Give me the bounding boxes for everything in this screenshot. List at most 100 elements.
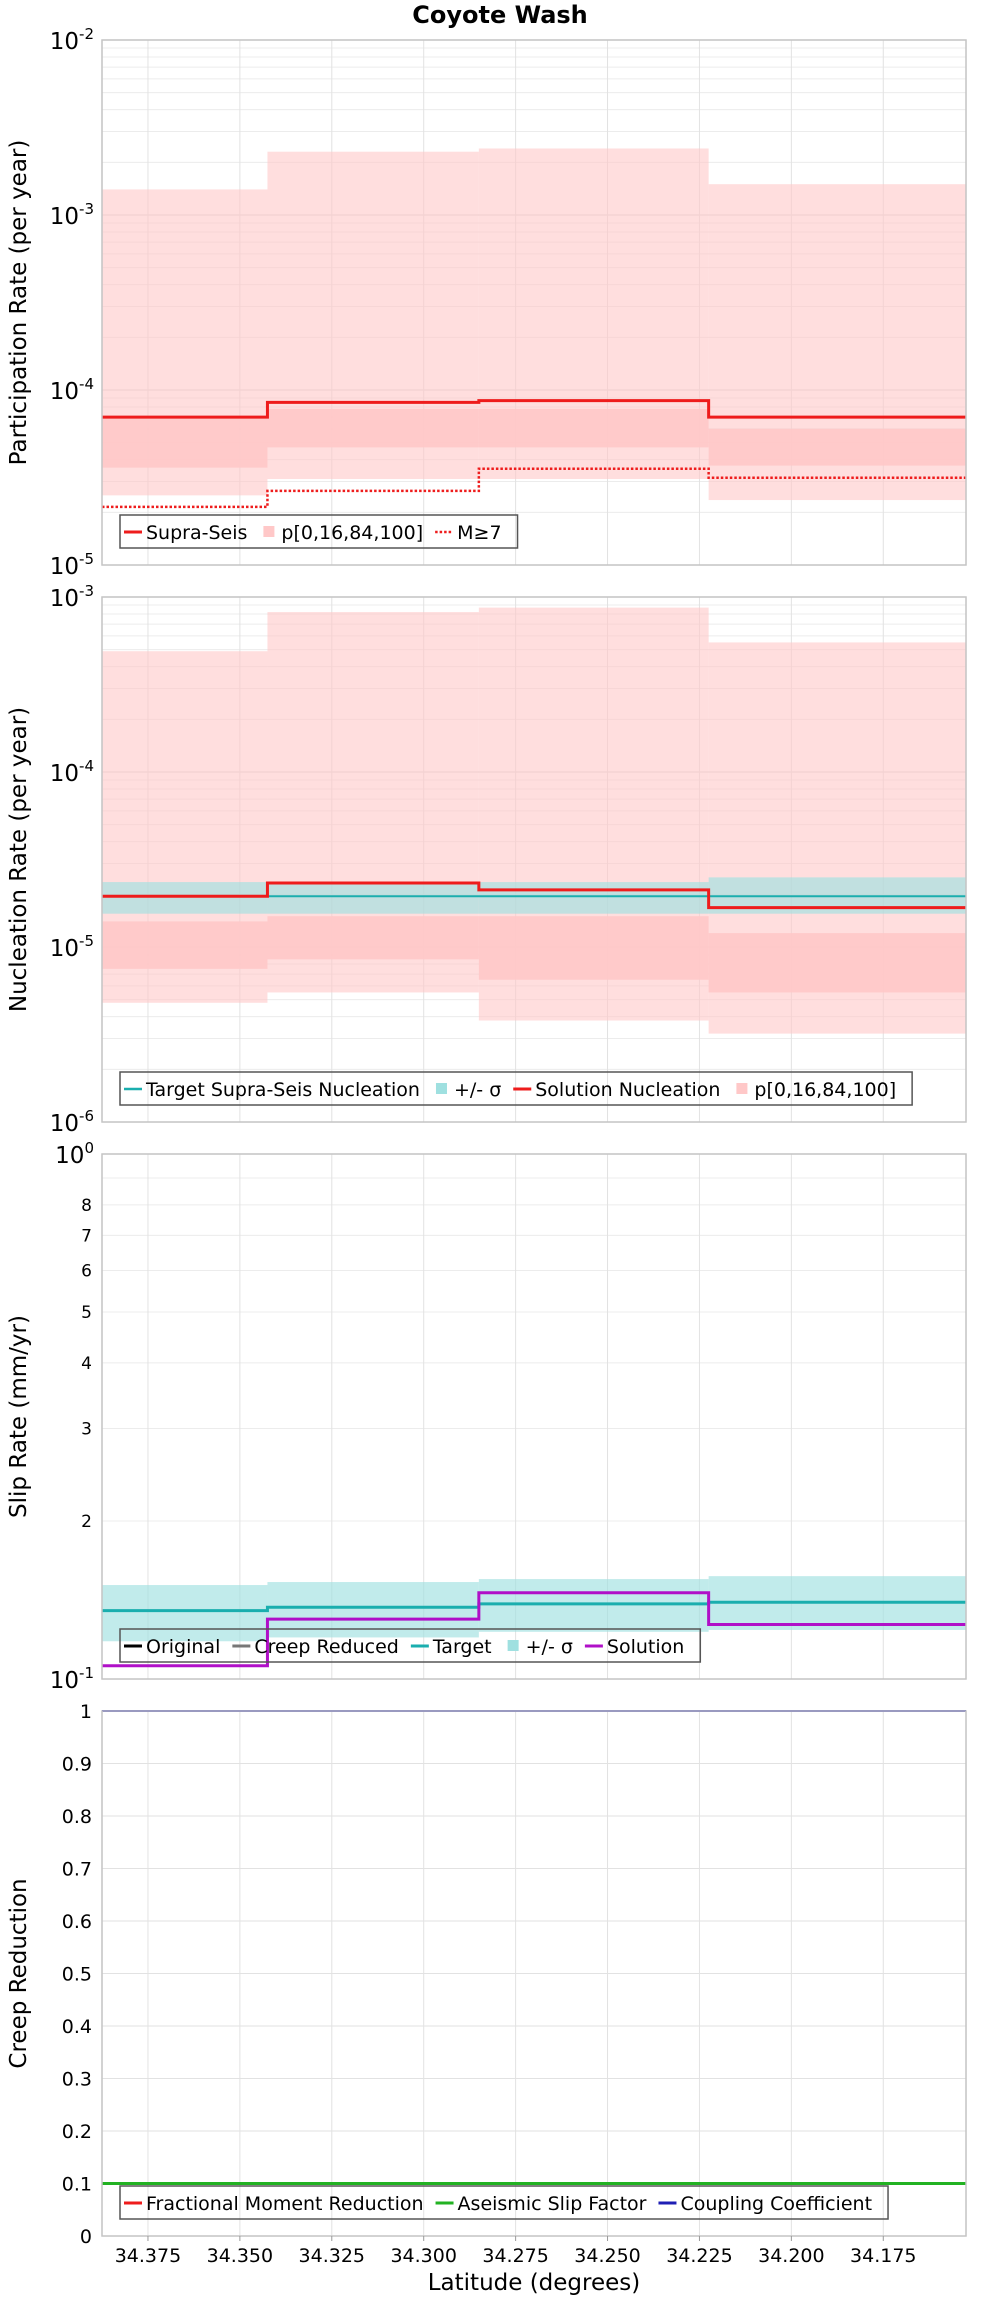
y-tick-label: 0.8: [62, 1806, 92, 1828]
sigma-band: [102, 1585, 268, 1642]
sigma-band: [267, 1582, 479, 1638]
y-tick-label: 0.6: [62, 1911, 92, 1933]
y-tick-label: 0.9: [62, 1754, 92, 1776]
legend-frame: [119, 514, 519, 549]
series-solution: [102, 1591, 966, 1668]
y-tick-label: 6: [81, 1261, 92, 1281]
y-tick-label: 8: [81, 1196, 92, 1216]
legend-label: Target: [432, 1636, 492, 1658]
x-tick-label: 34.325: [299, 2245, 365, 2267]
y-tick-label: 10-5: [50, 550, 94, 580]
legend-frame: [119, 1628, 702, 1663]
legend-label: +/- σ: [526, 1636, 573, 1658]
plot-frame: [101, 1153, 967, 1680]
panel-nucleation: 10-6 10-5 10-4 10-3 Nucleation Rate (per yea…: [6, 582, 967, 1137]
legend-label: Fractional Moment Reduction: [146, 2193, 424, 2215]
x-tick-label: 34.375: [115, 2245, 181, 2267]
sigma-band: [478, 882, 709, 914]
percentile-band-inner: [267, 916, 479, 960]
x-tick-labels: 34.375 34.350 34.325 34.300 34.275 34.250 34.2…: [115, 2236, 917, 2267]
percentile-band-inner: [708, 933, 966, 993]
y-tick-labels: 10-1 2 3 4 5 6 7 8 100: [50, 1139, 94, 1694]
y-tick-labels: 10-5 10-4 10-3 10-2: [50, 25, 94, 580]
series-solution-nucleation: [102, 881, 966, 910]
legend-label: +/- σ: [454, 1079, 501, 1101]
x-axis-label: Latitude (degrees): [428, 2270, 641, 2296]
y-tick-label: 0.2: [62, 2121, 92, 2143]
y-tick-label: 1: [80, 1701, 92, 1723]
y-tick-labels: 0 0.1 0.2 0.3 0.4 0.5 0.6 0.7 0.8 0.9 1: [62, 1701, 92, 2248]
series-supra-seis: [102, 399, 966, 419]
legend-label: p[0,16,84,100]: [281, 522, 423, 544]
legend: Original Creep Reduced Target +/- σ Solution: [119, 1628, 702, 1663]
legend-swatch: [736, 1083, 748, 1094]
y-tick-label: 0.7: [62, 1859, 92, 1881]
y-tick-label: 0: [80, 2226, 92, 2248]
y-axis-label: Slip Rate (mm/yr): [6, 1315, 32, 1518]
percentile-band-inner: [708, 428, 966, 466]
percentile-band-inner: [267, 408, 479, 448]
legend-swatch: [507, 1640, 519, 1651]
legend-swatch: [435, 1083, 447, 1094]
legend-label: Coupling Coefficient: [680, 2193, 872, 2215]
y-tick-label: 4: [81, 1354, 92, 1374]
y-tick-label: 0.5: [62, 1964, 92, 1986]
y-axis-label: Creep Reduction: [6, 1878, 32, 2068]
y-tick-label: 10-4: [50, 757, 94, 787]
y-axis-label: Participation Rate (per year): [6, 140, 32, 466]
y-tick-label: 0.1: [62, 2174, 92, 2196]
y-tick-label: 7: [81, 1226, 92, 1246]
legend: Target Supra-Seis Nucleation +/- σ Solutio…: [119, 1071, 913, 1106]
percentile-band-inner: [478, 408, 709, 448]
x-tick-label: 34.275: [482, 2245, 548, 2267]
panels: 10-5 10-4 10-3 10-2 Participation Rate (per …: [6, 25, 967, 2267]
x-tick-label: 34.350: [207, 2245, 273, 2267]
percentile-band-inner: [102, 921, 268, 969]
x-tick-label: 34.200: [758, 2245, 824, 2267]
chart-title: Coyote Wash: [412, 1, 588, 29]
legend: Fractional Moment Reduction Aseismic Slip…: [119, 2185, 889, 2220]
legend-label: Target Supra-Seis Nucleation: [145, 1079, 420, 1101]
x-tick-label: 34.175: [850, 2245, 916, 2267]
panel-slip: 10-1 2 3 4 5 6 7 8 100 Slip Rate (mm/yr) Original C…: [6, 1139, 967, 1694]
y-tick-label: 0.3: [62, 2069, 92, 2091]
y-tick-label: 5: [81, 1303, 92, 1323]
legend-label: Aseismic Slip Factor: [458, 2193, 647, 2215]
y-tick-label: 3: [81, 1420, 92, 1440]
plot-frame: [101, 1710, 967, 2237]
plot-frame: [101, 39, 967, 566]
y-tick-label: 10-3: [50, 582, 94, 612]
y-tick-label: 10-3: [50, 200, 94, 230]
legend-label: p[0,16,84,100]: [754, 1079, 896, 1101]
series-m-7: [102, 467, 966, 509]
x-tick-label: 34.250: [574, 2245, 640, 2267]
sigma-band: [102, 882, 268, 914]
y-tick-label: 10-1: [50, 1664, 94, 1694]
sigma-band: [478, 1579, 709, 1632]
x-tick-label: 34.225: [666, 2245, 732, 2267]
percentile-band-inner: [478, 916, 709, 980]
legend-frame: [119, 2185, 889, 2220]
legend-label: Solution Nucleation: [535, 1079, 720, 1101]
panel-creep: 0 0.1 0.2 0.3 0.4 0.5 0.6 0.7 0.8 0.9 1 Creep Reduc…: [6, 1701, 967, 2248]
sigma-band: [267, 882, 479, 914]
legend-label: M≥7: [457, 522, 501, 544]
y-tick-label: 10-4: [50, 375, 94, 405]
y-tick-label: 0.4: [62, 2016, 92, 2038]
plot-frame: [101, 596, 967, 1123]
legend-swatch: [263, 526, 275, 537]
y-axis-label: Nucleation Rate (per year): [6, 707, 32, 1012]
y-tick-label: 100: [55, 1139, 94, 1169]
y-tick-labels: 10-6 10-5 10-4 10-3: [50, 582, 94, 1137]
y-tick-label: 10-2: [50, 25, 94, 55]
legend-frame: [119, 1071, 913, 1106]
y-tick-label: 10-5: [50, 932, 94, 962]
y-tick-label: 2: [81, 1512, 92, 1532]
percentile-band-inner: [102, 417, 268, 468]
legend-label: Creep Reduced: [254, 1636, 398, 1658]
x-tick-label: 34.300: [390, 2245, 456, 2267]
legend-label: Supra-Seis: [146, 522, 247, 544]
panel-participation: 10-5 10-4 10-3 10-2 Participation Rate (per …: [6, 25, 967, 580]
legend: Supra-Seis p[0,16,84,100] M≥7: [119, 514, 519, 549]
